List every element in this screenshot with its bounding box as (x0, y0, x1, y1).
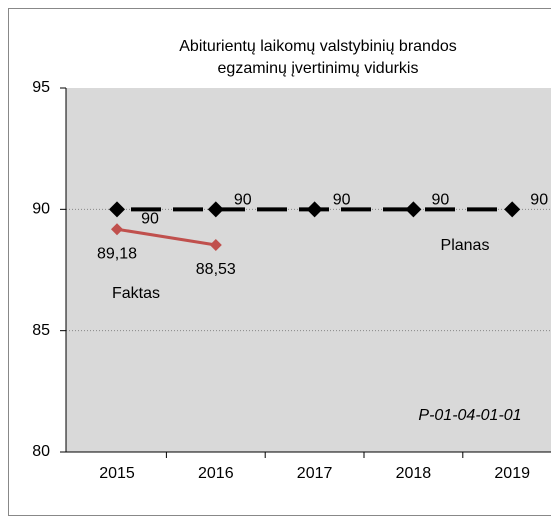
marker (111, 223, 123, 236)
x-tick-label: 2018 (396, 465, 432, 482)
data-label: 90 (432, 192, 450, 209)
data-label: 90 (141, 211, 159, 228)
data-label: 90 (530, 192, 548, 209)
chart-title: egzaminų įvertinimų vidurkis (218, 60, 419, 77)
y-tick-label: 95 (32, 79, 50, 96)
marker (504, 201, 521, 218)
data-label: 89,18 (97, 245, 137, 262)
x-tick-label: 2017 (297, 465, 333, 482)
marker (207, 201, 224, 218)
marker (109, 201, 125, 218)
x-tick-label: 2016 (198, 465, 234, 482)
series-line (116, 227, 217, 247)
marker (405, 201, 422, 218)
data-label: 90 (333, 192, 351, 209)
marker (209, 239, 222, 252)
data-label: 88,53 (196, 261, 236, 278)
annotation: P-01-04-01-01 (418, 407, 521, 424)
series-label: Faktas (112, 285, 160, 302)
y-tick-label: 85 (32, 322, 50, 339)
marker (306, 201, 323, 218)
chart-title: Abiturientų laikomų valstybinių brandos (179, 38, 456, 55)
data-label: 90 (234, 192, 252, 209)
x-tick-label: 2019 (494, 465, 530, 482)
plot-area (66, 88, 551, 452)
series-label: Planas (441, 237, 490, 254)
y-tick-label: 80 (32, 443, 50, 460)
x-tick-label: 2015 (99, 465, 135, 482)
y-tick-label: 90 (32, 201, 50, 218)
